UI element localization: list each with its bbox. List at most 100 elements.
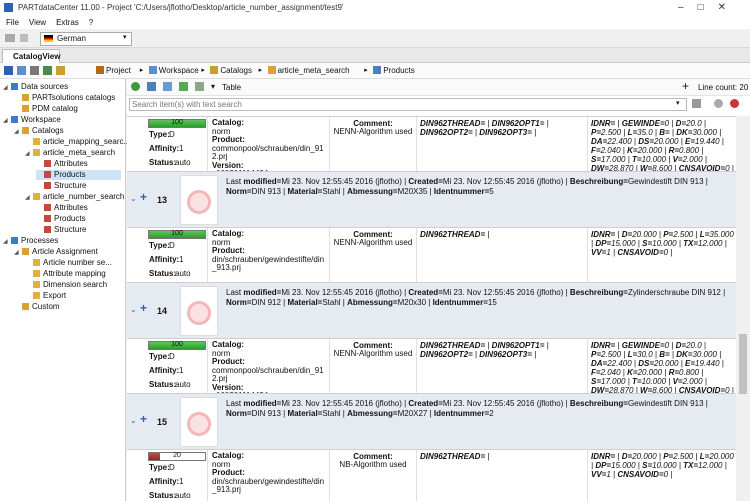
tree-node[interactable]: Products: [36, 214, 86, 224]
field-label: Status:: [149, 491, 177, 500]
menu-item[interactable]: File: [6, 18, 19, 27]
toolbar-icon[interactable]: [30, 66, 39, 75]
expander[interactable]: ◢: [25, 151, 30, 157]
expand-icon[interactable]: +: [140, 412, 148, 426]
refresh-icon[interactable]: [179, 82, 188, 91]
column-divider: [329, 450, 330, 501]
node-icon: [44, 171, 51, 178]
score-fill: [149, 342, 205, 349]
breadcrumb-item[interactable]: Project: [106, 66, 131, 75]
toolbar-icon[interactable]: [4, 66, 13, 75]
collapse-arrow[interactable]: ⌄: [130, 194, 137, 203]
tab[interactable]: CatalogView: [2, 49, 60, 63]
dimensions-value: IDNR= | GEWINDE=0 | D=20.0 | P=2.500 | L…: [591, 119, 734, 172]
view-mode[interactable]: Table: [222, 83, 242, 92]
tree-panel: ◢ Data sources PARTsolutions catalogs PDM c…: [0, 79, 130, 501]
expander[interactable]: ◢: [3, 239, 8, 245]
node-icon: [33, 138, 40, 145]
search-icon[interactable]: [692, 99, 701, 108]
tree-node[interactable]: Attribute mapping: [25, 269, 106, 279]
node-icon: [44, 204, 51, 211]
expander[interactable]: ◢: [14, 250, 19, 256]
forward-icon[interactable]: [20, 34, 28, 42]
comment-value: NENN-Algorithm used: [333, 127, 413, 136]
plus-icon[interactable]: +: [682, 79, 690, 93]
search-box[interactable]: Search item(s) with text search ▾: [129, 98, 687, 111]
menu-item[interactable]: ?: [88, 18, 94, 27]
breadcrumb-item[interactable]: Products: [383, 66, 415, 75]
type-value: D: [169, 241, 175, 250]
detail-text: Last modified=Mi 23. Nov 12:55:45 2016 (…: [226, 177, 708, 196]
collapse-arrow[interactable]: ⌄: [130, 305, 137, 314]
column-divider: [207, 450, 208, 501]
type-value: D: [169, 352, 175, 361]
column-divider: [587, 228, 588, 283]
node-label: PARTsolutions catalogs: [32, 93, 116, 102]
tree-node[interactable]: Dimension search: [25, 280, 107, 290]
node-icon: [22, 127, 29, 134]
tool-icon[interactable]: [147, 82, 156, 91]
field-label: Affinity:: [149, 477, 180, 486]
tree-node[interactable]: Attributes: [36, 159, 88, 169]
tree-node[interactable]: article_mapping_searc...: [25, 137, 130, 147]
toolbar-icon[interactable]: [17, 66, 26, 75]
tool-icon[interactable]: [163, 82, 172, 91]
tree-node[interactable]: Products: [36, 170, 121, 180]
field-label: Catalog:: [212, 451, 244, 460]
crumb-arrow: ▸: [139, 67, 144, 74]
catalog-value: norm: [212, 126, 231, 136]
expand-icon[interactable]: +: [140, 301, 148, 315]
tree-node[interactable]: ◢ article_meta_search: [25, 148, 115, 158]
score-fill: [149, 231, 205, 238]
expander[interactable]: ◢: [14, 129, 19, 135]
scrollbar[interactable]: [736, 116, 750, 501]
score-bar: 100: [148, 341, 206, 350]
scroll-thumb[interactable]: [739, 334, 747, 394]
tree-node[interactable]: Structure: [36, 225, 86, 235]
breadcrumb-item[interactable]: article_meta_search: [277, 66, 350, 75]
tree-node[interactable]: PARTsolutions catalogs: [14, 93, 115, 103]
tool-icon[interactable]: [195, 82, 204, 91]
tree-node[interactable]: ◢ Workspace: [3, 115, 61, 125]
clear-icon[interactable]: [730, 99, 739, 108]
breadcrumb-bar: Project ▸ Workspace ▸ Catalogs ▸ article_meta_…: [0, 63, 750, 79]
node-label: Attribute mapping: [43, 269, 106, 278]
tree-node[interactable]: ◢ Data sources: [3, 82, 68, 92]
product-value: din/schrauben/gewindestifte/din_913.prj: [212, 254, 325, 272]
add-icon[interactable]: [131, 82, 140, 91]
product-info: Catalog: norm Product: din/schrauben/gewind…: [212, 451, 326, 495]
expander[interactable]: ◢: [25, 195, 30, 201]
breadcrumb-item[interactable]: Workspace: [158, 66, 199, 75]
window-controls[interactable]: –□✕: [678, 2, 740, 13]
tree-node[interactable]: Structure: [36, 181, 86, 191]
back-icon[interactable]: [5, 34, 15, 42]
tree-node[interactable]: Custom: [14, 302, 60, 312]
menu-item[interactable]: View: [28, 18, 47, 27]
tree-node[interactable]: ◢ Catalogs: [14, 126, 64, 136]
toolbar-icon[interactable]: [43, 66, 52, 75]
menu-item[interactable]: Extras: [56, 18, 79, 27]
toolbar-icon[interactable]: [56, 66, 65, 75]
collapse-arrow[interactable]: ⌄: [130, 416, 137, 425]
tree-node[interactable]: Export: [25, 291, 66, 301]
field-label: Affinity:: [149, 144, 180, 153]
node-icon: [11, 116, 18, 123]
tree-node[interactable]: ◢ Article Assignment: [14, 247, 98, 257]
tree-node[interactable]: ◢ Processes: [3, 236, 58, 246]
tree-node[interactable]: Article number se...: [25, 258, 112, 268]
product-value: commonpool/schrauben/din_912.prj: [212, 143, 324, 161]
expander[interactable]: ◢: [3, 118, 8, 124]
expander[interactable]: ◢: [3, 85, 8, 91]
tree-node[interactable]: PDM catalog: [14, 104, 78, 114]
catalog-value: norm: [212, 459, 231, 469]
language-select[interactable]: German ▾: [40, 32, 132, 46]
expand-icon[interactable]: +: [140, 190, 148, 204]
node-label: Workspace: [21, 115, 61, 124]
tree-node[interactable]: ◢ article_number_search: [25, 192, 124, 202]
result-list: 100 Type: D Affinity: 1 Status: auto Catalog: no…: [127, 116, 736, 501]
breadcrumb-item[interactable]: Catalogs: [220, 66, 252, 75]
product-value: commonpool/schrauben/din_912.prj: [212, 365, 324, 383]
settings-icon[interactable]: [714, 99, 723, 108]
tree-node[interactable]: Attributes: [36, 203, 88, 213]
